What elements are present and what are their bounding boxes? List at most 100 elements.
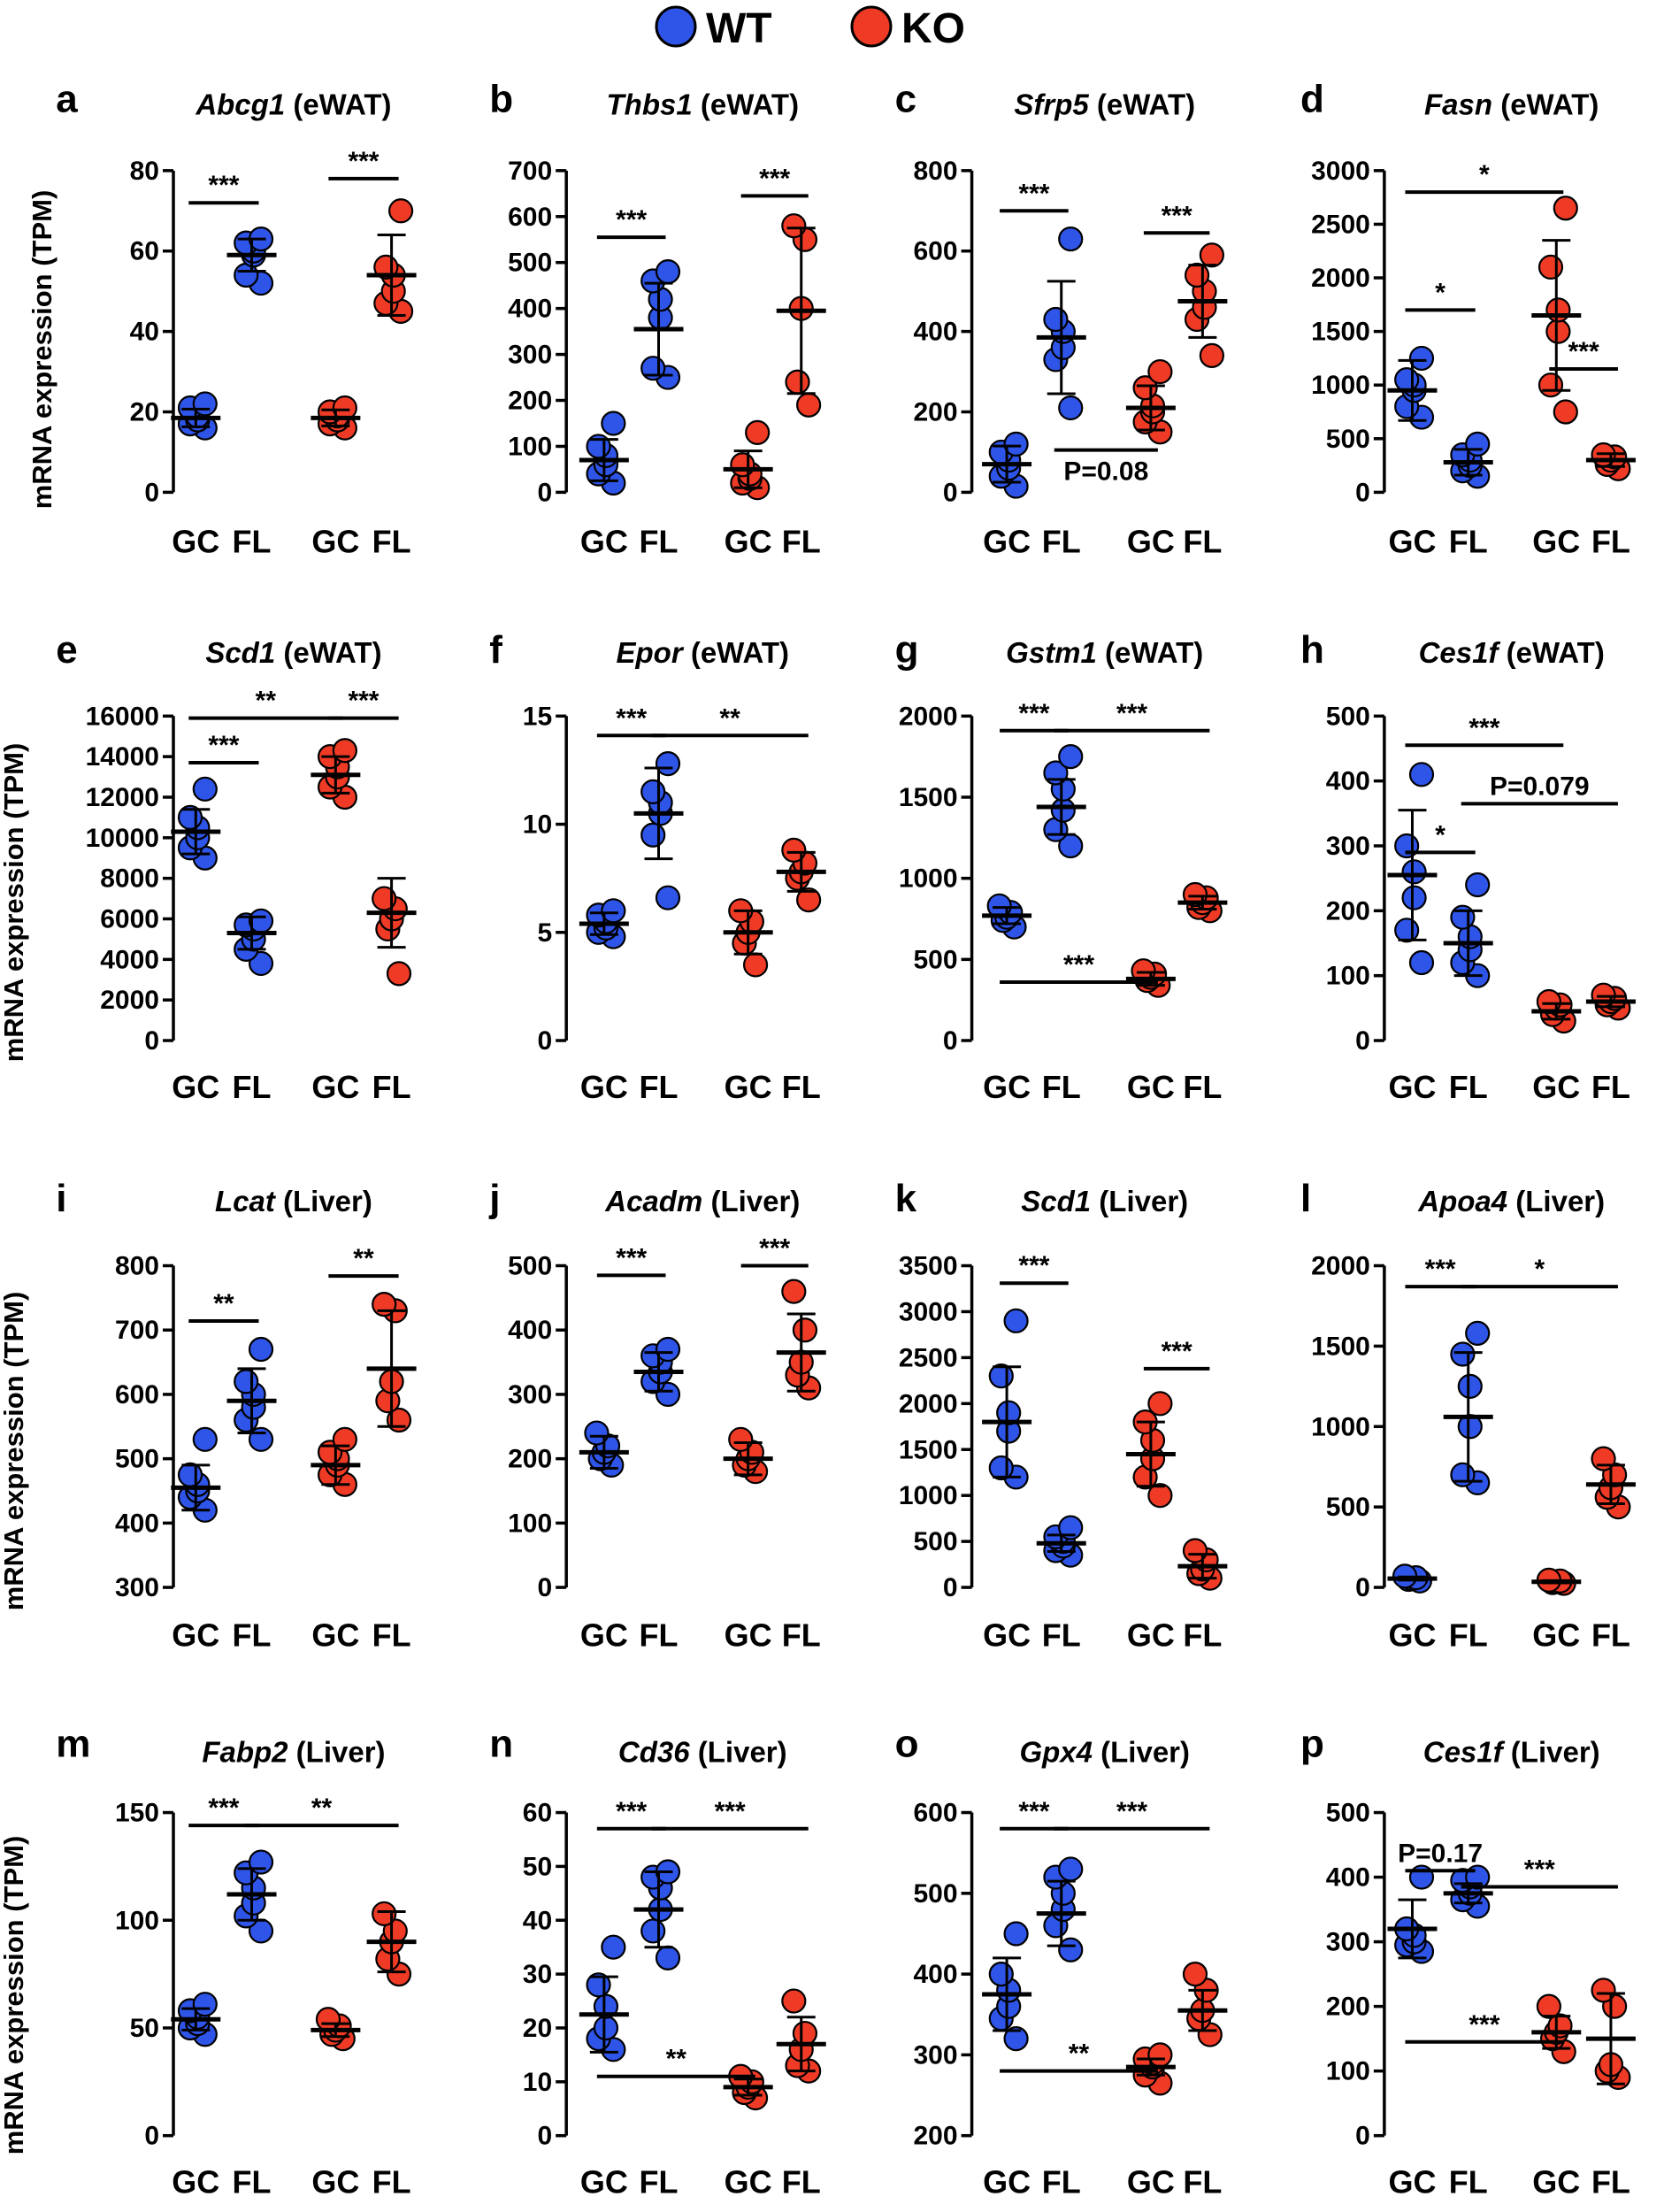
significance-label: ** [666, 2045, 687, 2074]
y-tick-label: 1500 [899, 783, 958, 812]
data-point [1199, 242, 1224, 268]
y-tick-label: 0 [943, 1573, 958, 1602]
panel-title: Acadm (Liver) [604, 1185, 800, 1217]
category-label: GC [580, 523, 628, 559]
category-label: FL [1183, 2163, 1222, 2200]
significance-label: *** [1468, 713, 1499, 742]
y-tick-label: 2000 [1311, 1252, 1370, 1281]
significance-label: *** [1018, 179, 1049, 208]
y-tick-label: 10 [523, 2068, 552, 2097]
tissue-name: (eWAT) [275, 636, 381, 669]
category-label: GC [1388, 1069, 1436, 1105]
y-tick-label: 80 [130, 157, 159, 186]
category-label: FL [1042, 1617, 1081, 1653]
data-point [1537, 254, 1564, 280]
y-tick-label: 2000 [899, 702, 958, 731]
significance-label: P=0.08 [1063, 457, 1148, 487]
category-label: GC [580, 1617, 628, 1653]
category-label: GC [172, 2163, 219, 2200]
significance-label: ** [719, 703, 740, 733]
y-tick-label: 20 [130, 398, 159, 427]
significance-label: *** [208, 1793, 239, 1823]
category-label: GC [172, 1069, 219, 1105]
category-label: FL [782, 1069, 821, 1105]
tissue-name: (Liver) [1091, 1185, 1188, 1217]
category-label: FL [1183, 1617, 1222, 1653]
tissue-name: (Liver) [1503, 1736, 1600, 1769]
y-tick-label: 300 [1326, 1928, 1370, 1957]
panel-letter: h [1300, 628, 1324, 672]
data-point [728, 1426, 754, 1452]
data-point [1043, 306, 1069, 333]
data-point [1058, 1856, 1084, 1882]
data-point [1003, 431, 1029, 457]
y-tick-label: 600 [508, 203, 552, 232]
panel-title: Lcat (Liver) [215, 1185, 372, 1217]
y-tick-label: 0 [144, 1026, 159, 1056]
y-tick-label: 400 [508, 1316, 552, 1345]
gene-name: Ces1f [1423, 1736, 1506, 1769]
panel-p: 0 100 200 300 400 500 p Ces1f (Liver) GC FL GC FL P=… [1300, 1722, 1636, 2200]
data-point [1537, 373, 1564, 398]
panel-title: Apoa4 (Liver) [1417, 1185, 1605, 1217]
category-label: FL [1449, 2163, 1488, 2200]
data-point [1182, 1962, 1208, 1987]
y-tick-label: 200 [1326, 896, 1370, 926]
category-label: FL [1449, 1069, 1488, 1105]
data-point [781, 1988, 807, 2014]
y-tick-label: 300 [508, 341, 552, 370]
y-tick-label: 0 [537, 2122, 552, 2151]
y-tick-label: 500 [1326, 425, 1370, 454]
panel-letter: a [56, 77, 78, 120]
gene-name: Thbs1 [607, 88, 693, 121]
gene-name: Sfrp5 [1014, 88, 1089, 121]
category-label: GC [725, 1069, 772, 1105]
significance-label: ** [1069, 2039, 1090, 2069]
data-point [1545, 297, 1571, 323]
data-point [1058, 744, 1084, 770]
gene-name: Scd1 [205, 636, 275, 669]
y-tick-label: 0 [943, 1026, 958, 1056]
gene-name: Ces1f [1419, 636, 1501, 669]
y-tick-label: 200 [914, 2122, 958, 2151]
significance-label: * [1534, 1255, 1545, 1284]
data-point [1147, 1391, 1173, 1417]
data-point [1003, 2026, 1029, 2052]
panel-title: Sfrp5 (eWAT) [1014, 88, 1195, 121]
y-tick-label: 100 [1326, 2057, 1370, 2086]
y-tick-label: 16000 [86, 702, 159, 731]
y-tick-label: 500 [115, 1445, 159, 1474]
significance-label: * [1435, 820, 1445, 849]
data-point [1545, 319, 1571, 344]
y-tick-label: 30 [523, 1960, 552, 1989]
y-tick-label: 10000 [86, 824, 159, 853]
data-point [1553, 196, 1578, 221]
category-label: FL [1183, 523, 1222, 559]
panel-letter: o [895, 1722, 919, 1765]
y-tick-label: 400 [914, 1960, 958, 1989]
y-tick-label: 1000 [1311, 371, 1370, 400]
data-point [1450, 904, 1476, 930]
data-point [640, 822, 666, 848]
category-label: GC [1532, 1069, 1580, 1105]
y-tick-label: 300 [115, 1573, 159, 1602]
panel-title: Ces1f (Liver) [1423, 1736, 1600, 1769]
y-tick-label: 700 [508, 157, 552, 186]
data-point [655, 1945, 681, 1970]
data-point [372, 1901, 397, 1927]
y-tick-label: 1000 [1311, 1412, 1370, 1441]
data-point [1058, 395, 1084, 421]
data-point [601, 411, 626, 436]
significance-label: *** [208, 171, 239, 200]
data-point [1465, 872, 1491, 898]
data-point [1553, 399, 1578, 425]
legend-ko-label: KO [901, 5, 965, 52]
y-tick-label: 500 [1326, 702, 1370, 731]
panel-i: 300 400 500 600 700 800 i Lcat (Liver) GC FL GC FL *… [56, 1177, 417, 1653]
category-label: FL [782, 2163, 821, 2200]
category-label: FL [372, 2163, 411, 2200]
data-point [781, 1279, 807, 1304]
data-point [192, 776, 218, 802]
